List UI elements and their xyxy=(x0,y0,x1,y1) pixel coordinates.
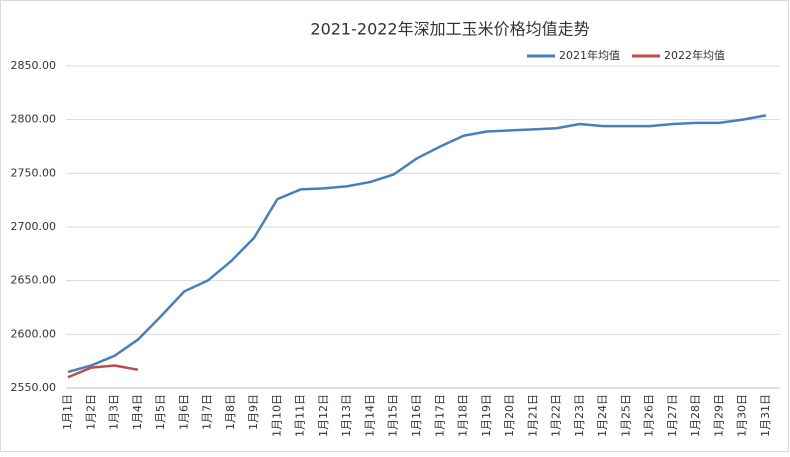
x-tick-label: 1月20日 xyxy=(503,394,516,437)
line-series xyxy=(67,364,139,379)
y-tick-label: 2550.00 xyxy=(11,381,57,394)
y-tick-label: 2800.00 xyxy=(11,113,57,126)
x-tick-label: 1月6日 xyxy=(177,394,190,430)
y-tick-label: 2750.00 xyxy=(11,166,57,179)
x-tick-label: 1月5日 xyxy=(154,394,167,430)
x-tick-label: 1月10日 xyxy=(270,394,283,437)
x-tick-label: 1月29日 xyxy=(712,394,725,437)
x-tick-label: 1月31日 xyxy=(759,394,772,437)
x-tick-label: 1月15日 xyxy=(387,394,400,437)
y-tick-label: 2850.00 xyxy=(11,59,57,72)
x-tick-label: 1月24日 xyxy=(596,394,609,437)
x-tick-label: 1月27日 xyxy=(666,394,679,437)
x-tick-label: 1月13日 xyxy=(340,394,353,437)
x-tick-label: 1月30日 xyxy=(736,394,749,437)
x-tick-label: 1月18日 xyxy=(457,394,470,437)
x-tick-label: 1月1日 xyxy=(61,394,74,430)
y-tick-label: 2600.00 xyxy=(11,327,57,340)
x-tick-label: 1月17日 xyxy=(433,394,446,437)
x-tick-label: 1月28日 xyxy=(689,394,702,437)
x-tick-label: 1月8日 xyxy=(224,394,237,430)
x-tick-label: 1月23日 xyxy=(573,394,586,437)
x-tick-label: 1月2日 xyxy=(84,394,97,430)
x-tick-label: 1月25日 xyxy=(619,394,632,437)
x-tick-label: 1月22日 xyxy=(550,394,563,437)
x-tick-label: 1月16日 xyxy=(410,394,423,437)
x-tick-label: 1月12日 xyxy=(317,394,330,437)
x-tick-label: 1月9日 xyxy=(247,394,260,430)
x-tick-label: 1月19日 xyxy=(480,394,493,437)
x-tick-label: 1月21日 xyxy=(526,394,539,437)
x-tick-label: 1月3日 xyxy=(108,394,121,430)
y-tick-label: 2700.00 xyxy=(11,220,57,233)
x-tick-label: 1月26日 xyxy=(643,394,656,437)
x-tick-label: 1月11日 xyxy=(294,394,307,437)
x-tick-label: 1月14日 xyxy=(363,394,376,437)
legend-label: 2022年均值 xyxy=(664,48,725,62)
y-tick-label: 2650.00 xyxy=(11,274,57,287)
x-tick-label: 1月7日 xyxy=(201,394,214,430)
legend-label: 2021年均值 xyxy=(559,48,620,62)
chart-title: 2021-2022年深加工玉米价格均值走势 xyxy=(310,20,589,39)
line-series xyxy=(67,114,767,374)
x-tick-label: 1月4日 xyxy=(131,394,144,430)
